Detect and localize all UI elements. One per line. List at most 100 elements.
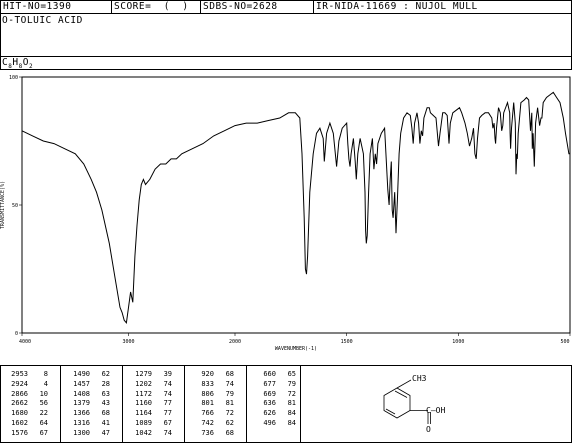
peak-transmittance: 64 bbox=[39, 419, 48, 427]
peak-transmittance: 62 bbox=[225, 419, 234, 427]
peak-wavenumber: 1316 bbox=[73, 419, 90, 427]
peak-transmittance: 8 bbox=[43, 370, 48, 378]
peak-transmittance: 74 bbox=[163, 428, 172, 437]
peak-wavenumber: 2953 bbox=[11, 370, 28, 378]
peak-transmittance: 62 bbox=[101, 370, 110, 378]
peak-entry: 2924 4 bbox=[4, 380, 48, 389]
peak-entry: 1042 74 bbox=[128, 429, 172, 438]
peak-transmittance: 41 bbox=[101, 419, 110, 427]
peak-wavenumber: 1300 bbox=[73, 428, 90, 437]
peak-entry: 833 74 bbox=[190, 380, 234, 389]
y-tick-label: 50 bbox=[12, 203, 18, 209]
peak-column-divider bbox=[246, 365, 247, 443]
peak-wavenumber: 801 bbox=[201, 399, 214, 408]
peak-entry: 1490 62 bbox=[66, 370, 110, 379]
peak-wavenumber: 742 bbox=[201, 419, 214, 427]
peak-entry: 1300 47 bbox=[66, 429, 110, 438]
hit-number: HIT-NO=1390 bbox=[0, 0, 112, 14]
peak-transmittance: 56 bbox=[39, 399, 48, 408]
peak-transmittance: 47 bbox=[101, 428, 110, 437]
peak-wavenumber: 496 bbox=[263, 419, 276, 427]
peak-transmittance: 67 bbox=[39, 428, 48, 437]
peak-entry: 801 81 bbox=[190, 399, 234, 408]
peak-transmittance: 74 bbox=[163, 379, 172, 388]
peak-transmittance: 22 bbox=[39, 409, 48, 418]
peak-wavenumber: 669 bbox=[263, 389, 276, 398]
peak-column-divider bbox=[184, 365, 185, 443]
peak-transmittance: 72 bbox=[287, 389, 296, 398]
peak-entry: 626 84 bbox=[252, 409, 296, 418]
peak-wavenumber: 1680 bbox=[11, 409, 28, 418]
peak-wavenumber: 1160 bbox=[135, 399, 152, 408]
peak-entry: 736 68 bbox=[190, 429, 234, 438]
peak-wavenumber: 1366 bbox=[73, 409, 90, 418]
peak-entry: 1279 39 bbox=[128, 370, 172, 379]
peak-entry: 1202 74 bbox=[128, 380, 172, 389]
x-tick-label: 1000 bbox=[452, 339, 464, 345]
peak-wavenumber: 1172 bbox=[135, 389, 152, 398]
peak-entry: 742 62 bbox=[190, 419, 234, 428]
formula-element: H bbox=[12, 57, 19, 68]
peak-entry: 1576 67 bbox=[4, 429, 48, 438]
score-field: SCORE= ( ) bbox=[111, 0, 201, 14]
peak-wavenumber: 1042 bbox=[135, 428, 152, 437]
formula-element: O bbox=[22, 57, 29, 68]
peak-transmittance: 65 bbox=[287, 370, 296, 378]
peak-transmittance: 79 bbox=[287, 379, 296, 388]
peak-transmittance: 81 bbox=[287, 399, 296, 408]
compound-box bbox=[0, 13, 572, 57]
peak-wavenumber: 636 bbox=[263, 399, 276, 408]
formula-subscript: 2 bbox=[28, 62, 34, 70]
peak-wavenumber: 626 bbox=[263, 409, 276, 418]
peak-table-divider bbox=[300, 365, 301, 443]
peak-entry: 1366 68 bbox=[66, 409, 110, 418]
peak-wavenumber: 833 bbox=[201, 379, 214, 388]
peak-transmittance: 68 bbox=[225, 370, 234, 378]
peak-wavenumber: 1457 bbox=[73, 379, 90, 388]
y-tick-label: 0 bbox=[15, 331, 18, 337]
formula-subscript: 8 bbox=[18, 62, 23, 70]
peak-entry: 636 81 bbox=[252, 399, 296, 408]
peak-entry: 1089 67 bbox=[128, 419, 172, 428]
peak-wavenumber: 920 bbox=[201, 370, 214, 378]
peak-wavenumber: 736 bbox=[201, 428, 214, 437]
x-tick-label: 4000 bbox=[19, 339, 31, 345]
peak-transmittance: 84 bbox=[287, 419, 296, 427]
compound-name: O-TOLUIC ACID bbox=[2, 15, 83, 26]
peak-transmittance: 10 bbox=[39, 389, 48, 398]
formula-subscript: 8 bbox=[8, 62, 13, 70]
peak-wavenumber: 1089 bbox=[135, 419, 152, 427]
peak-transmittance: 77 bbox=[163, 399, 172, 408]
structure-ch3: CH3 bbox=[412, 374, 427, 383]
peak-wavenumber: 1576 bbox=[11, 428, 28, 437]
peak-wavenumber: 1602 bbox=[11, 419, 28, 427]
peak-entry: 660 65 bbox=[252, 370, 296, 379]
peak-wavenumber: 1490 bbox=[73, 370, 90, 378]
peak-transmittance: 77 bbox=[163, 409, 172, 418]
peak-wavenumber: 806 bbox=[201, 389, 214, 398]
ir-nida-label: IR-NIDA-11669 : NUJOL MULL bbox=[313, 0, 572, 14]
peak-transmittance: 68 bbox=[225, 428, 234, 437]
structure-diagram: CH3 C—OH O bbox=[383, 374, 445, 434]
peak-wavenumber: 1202 bbox=[135, 379, 152, 388]
peak-wavenumber: 677 bbox=[263, 379, 276, 388]
peak-entry: 1602 64 bbox=[4, 419, 48, 428]
peak-entry: 1164 77 bbox=[128, 409, 172, 418]
plot-frame bbox=[21, 76, 571, 334]
peak-wavenumber: 1164 bbox=[135, 409, 152, 418]
peak-wavenumber: 766 bbox=[201, 409, 214, 418]
y-axis-label: TRANSMITTANCE(%) bbox=[0, 181, 6, 229]
structure-carboxyl: C—OH bbox=[426, 406, 445, 415]
peak-entry: 669 72 bbox=[252, 390, 296, 399]
peak-entry: 1172 74 bbox=[128, 390, 172, 399]
peak-wavenumber: 1279 bbox=[135, 370, 152, 378]
peak-wavenumber: 660 bbox=[263, 370, 276, 378]
peak-transmittance: 4 bbox=[43, 379, 48, 388]
peak-transmittance: 72 bbox=[225, 409, 234, 418]
peak-transmittance: 84 bbox=[287, 409, 296, 418]
peak-entry: 2953 8 bbox=[4, 370, 48, 379]
peak-column-divider bbox=[60, 365, 61, 443]
peak-transmittance: 63 bbox=[101, 389, 110, 398]
peak-entry: 1316 41 bbox=[66, 419, 110, 428]
